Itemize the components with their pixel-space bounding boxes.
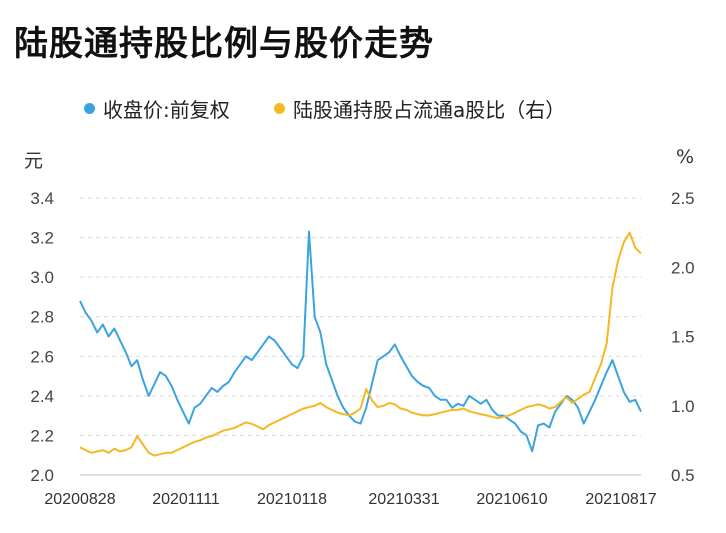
right-axis-unit: % xyxy=(676,146,695,168)
series-line-close-price xyxy=(79,230,642,453)
left-axis-unit: 元 xyxy=(24,150,44,172)
y-left-tick-label: 3.4 xyxy=(30,189,54,208)
y-left-tick-label: 2.8 xyxy=(30,308,54,327)
y-left-tick-label: 3.0 xyxy=(30,268,54,287)
y-left-tick-label: 2.2 xyxy=(30,426,54,445)
y-left-tick-label: 2.0 xyxy=(30,466,54,485)
y-left-tick-label: 2.4 xyxy=(30,387,54,406)
legend-dot-blue-icon xyxy=(84,103,95,114)
y-right-tick-label: 1.0 xyxy=(671,397,695,416)
x-tick-label: 20200828 xyxy=(44,491,115,508)
x-tick-label: 20210610 xyxy=(476,491,547,508)
y-right-tick-label: 2.0 xyxy=(671,258,695,277)
legend-label-close-price: 收盘价:前复权 xyxy=(103,98,230,122)
y-right-tick-label: 0.5 xyxy=(671,466,695,485)
x-tick-label: 20210331 xyxy=(368,491,439,508)
legend-item-holding-ratio[interactable]: 陆股通持股占流通a股比（右） xyxy=(274,94,565,123)
y-right-tick-label: 1.5 xyxy=(671,328,695,347)
series-line-holding-ratio xyxy=(79,231,642,457)
legend-item-close-price[interactable]: 收盘价:前复权 xyxy=(84,94,230,123)
x-tick-label: 20210118 xyxy=(257,491,327,508)
x-tick-label: 20210817 xyxy=(585,491,656,508)
legend-dot-orange-icon xyxy=(274,103,285,114)
x-tick-label: 20201111 xyxy=(152,491,220,508)
y-left-tick-label: 3.2 xyxy=(30,229,54,248)
legend-label-holding-ratio: 陆股通持股占流通a股比（右） xyxy=(293,98,566,122)
y-right-tick-label: 2.5 xyxy=(671,189,695,208)
chart-title: 陆股通持股比例与股价走势 xyxy=(14,24,434,64)
y-left-tick-label: 2.6 xyxy=(30,347,54,366)
